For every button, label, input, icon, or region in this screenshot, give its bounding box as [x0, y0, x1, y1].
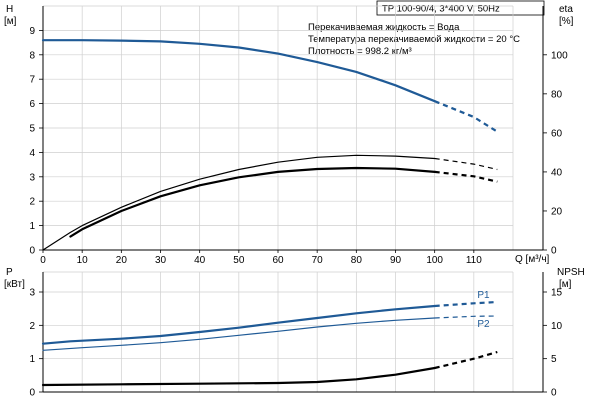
- x-tick-label: 60: [272, 255, 284, 266]
- upper-ytick-left-label: 4: [29, 148, 35, 159]
- density-label: Плотность = 998.2 кг/м³: [308, 46, 412, 57]
- upper-ytick-left-label: 7: [29, 75, 35, 86]
- upper-ytick-left-label: 6: [29, 99, 35, 110]
- x-tick-label: 50: [233, 255, 245, 266]
- model-label: TP 100-90/4, 3*400 V, 50Hz: [382, 4, 500, 15]
- upper-ytick-left-label: 2: [29, 197, 35, 208]
- x-tick-label: 40: [194, 255, 206, 266]
- lower-series-NPSH-dashed: [434, 350, 498, 370]
- upper-ylabel-right-unit: [%]: [559, 16, 574, 27]
- lower-ytick-left-label: 0: [29, 388, 35, 399]
- upper-ytick-right-label: 0: [551, 246, 557, 257]
- lower-series-P1-dashed: [434, 300, 498, 308]
- liquid-label: Перекачиваемая жидкость = Вода: [308, 22, 460, 33]
- upper-ytick-left-label: 5: [29, 124, 35, 135]
- upper-ylabel-left-name: H: [6, 4, 13, 15]
- upper-ytick-left-label: 8: [29, 50, 35, 61]
- lower-ytick-right-label: 15: [551, 288, 563, 299]
- lower-ylabel-right-unit: [м]: [559, 279, 572, 290]
- lower-ylabel-left-name: P: [6, 267, 13, 278]
- upper-ytick-left-label: 9: [29, 26, 35, 37]
- upper-ytick-right-label: 60: [551, 128, 563, 139]
- x-tick-label: 90: [390, 255, 402, 266]
- model-box: [376, 0, 545, 16]
- upper-series-eta_thick-solid: [69, 166, 436, 238]
- upper-series-eta_thin-solid: [42, 154, 436, 251]
- lower-ytick-right-label: 0: [551, 388, 557, 399]
- lower-ylabel-right-name: NPSH: [557, 267, 585, 278]
- x-tick-label: 110: [466, 255, 482, 266]
- x-tick-label: 80: [351, 255, 363, 266]
- lower-series-P2-label: P2: [477, 319, 490, 330]
- upper-ytick-right-label: 100: [551, 50, 568, 61]
- upper-ylabel-left-unit: [м]: [4, 16, 17, 27]
- lower-series-P2-solid: [42, 317, 436, 351]
- x-tick-label: 20: [116, 255, 128, 266]
- x-tick-label: 0: [40, 255, 46, 266]
- lower-series-P1-solid: [41, 304, 436, 345]
- x-tick-label: 70: [312, 255, 324, 266]
- upper-series-H-dashed: [434, 100, 498, 133]
- lower-series-NPSH-solid: [41, 366, 436, 387]
- upper-series-H-solid: [41, 39, 436, 103]
- x-tick-label: 100: [426, 255, 443, 266]
- lower-ytick-left-label: 1: [29, 354, 35, 365]
- temperature-label: Температура перекачиваемой жидкости = 20…: [308, 34, 520, 45]
- upper-ytick-right-label: 40: [551, 167, 563, 178]
- lower-series-P1-label: P1: [477, 290, 490, 301]
- upper-ytick-right-label: 80: [551, 89, 563, 100]
- lower-ytick-left-label: 3: [29, 288, 35, 299]
- x-tick-label: 30: [155, 255, 167, 266]
- upper-series-eta_thick-dashed: [434, 170, 498, 183]
- upper-ylabel-right-name: eta: [559, 4, 573, 15]
- lower-ylabel-left-unit: [кВт]: [4, 279, 25, 290]
- lower-series-P2-dashed: [434, 315, 498, 319]
- upper-xlabel: Q [м³/ч]: [515, 254, 550, 265]
- upper-ytick-left-label: 3: [29, 172, 35, 183]
- upper-ytick-right-label: 20: [551, 206, 563, 217]
- upper-series-eta_thin-dashed: [434, 157, 498, 171]
- lower-plot-area: 0 1 2 3 0 5 10 15 P1 P2: [29, 271, 563, 399]
- upper-ytick-left-label: 0: [29, 246, 35, 257]
- lower-ytick-left-label: 2: [29, 321, 35, 332]
- lower-ytick-right-label: 5: [551, 354, 557, 365]
- lower-ytick-right-label: 10: [551, 321, 563, 332]
- x-tick-label: 10: [77, 255, 89, 266]
- upper-ytick-left-label: 1: [29, 221, 35, 232]
